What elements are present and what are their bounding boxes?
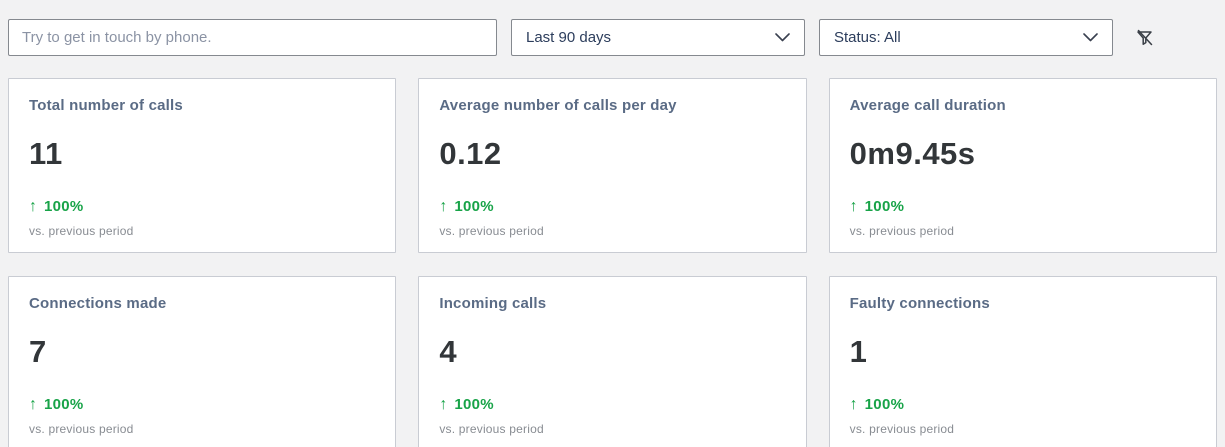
comparison-label: vs. previous period	[849, 422, 955, 436]
trend-up-icon: ↑	[849, 197, 858, 215]
clear-filters-button[interactable]	[1132, 25, 1158, 51]
stat-card-avg-calls-per-day: Average number of calls per day 0.12 ↑ 1…	[418, 78, 807, 253]
card-trend: ↑ 100%	[439, 198, 785, 215]
trend-up-icon: ↑	[439, 197, 448, 215]
stats-grid: Total number of calls 11 ↑ 100% vs. prev…	[8, 78, 1217, 447]
chevron-down-icon	[1083, 33, 1098, 42]
stat-card-connections-made: Connections made 7 ↑ 100% vs. previous p…	[8, 276, 397, 447]
card-title: Total number of calls	[29, 97, 183, 114]
card-title: Average call duration	[849, 97, 1006, 114]
card-trend: ↑ 100%	[850, 198, 1196, 215]
date-range-select[interactable]: Last 90 days	[511, 19, 805, 56]
comparison-label: vs. previous period	[439, 422, 544, 436]
card-title: Faulty connections	[849, 295, 990, 312]
trend-percentage: 100%	[44, 198, 84, 215]
card-trend: ↑ 100%	[29, 198, 375, 215]
stat-card-incoming-calls: Incoming calls 4 ↑ 100% vs. previous per…	[418, 276, 807, 447]
card-value: 4	[439, 334, 458, 369]
status-value: Status: All	[834, 29, 901, 46]
trend-percentage: 100%	[44, 396, 84, 413]
trend-percentage: 100%	[864, 396, 905, 413]
card-value: 7	[29, 334, 47, 369]
filter-off-icon	[1134, 27, 1156, 49]
trend-up-icon: ↑	[849, 395, 858, 413]
stat-card-faulty-connections: Faulty connections 1 ↑ 100% vs. previous…	[828, 276, 1217, 447]
card-trend: ↑ 100%	[850, 396, 1196, 413]
comparison-label: vs. previous period	[29, 422, 134, 436]
trend-percentage: 100%	[454, 396, 494, 413]
card-value: 0.12	[439, 136, 502, 171]
trend-percentage: 100%	[454, 198, 494, 215]
comparison-label: vs. previous period	[29, 224, 134, 238]
date-range-value: Last 90 days	[526, 29, 612, 46]
search-input[interactable]	[8, 19, 497, 56]
trend-percentage: 100%	[864, 198, 905, 215]
chevron-down-icon	[775, 33, 790, 42]
card-title: Average number of calls per day	[439, 97, 677, 114]
stat-card-avg-call-duration: Average call duration 0m9.45s ↑ 100% vs.…	[828, 78, 1217, 253]
stat-card-total-calls: Total number of calls 11 ↑ 100% vs. prev…	[8, 78, 397, 253]
card-value: 1	[849, 334, 868, 369]
comparison-label: vs. previous period	[439, 224, 544, 238]
card-trend: ↑ 100%	[29, 396, 375, 413]
card-title: Incoming calls	[439, 295, 547, 312]
trend-up-icon: ↑	[29, 197, 37, 215]
card-value: 0m9.45s	[849, 136, 976, 171]
filter-toolbar: Last 90 days Status: All	[0, 0, 1225, 56]
card-title: Connections made	[29, 295, 167, 312]
card-value: 11	[29, 136, 63, 171]
status-select[interactable]: Status: All	[819, 19, 1113, 56]
trend-up-icon: ↑	[439, 395, 448, 413]
comparison-label: vs. previous period	[849, 224, 955, 238]
card-trend: ↑ 100%	[439, 396, 785, 413]
trend-up-icon: ↑	[29, 395, 37, 413]
